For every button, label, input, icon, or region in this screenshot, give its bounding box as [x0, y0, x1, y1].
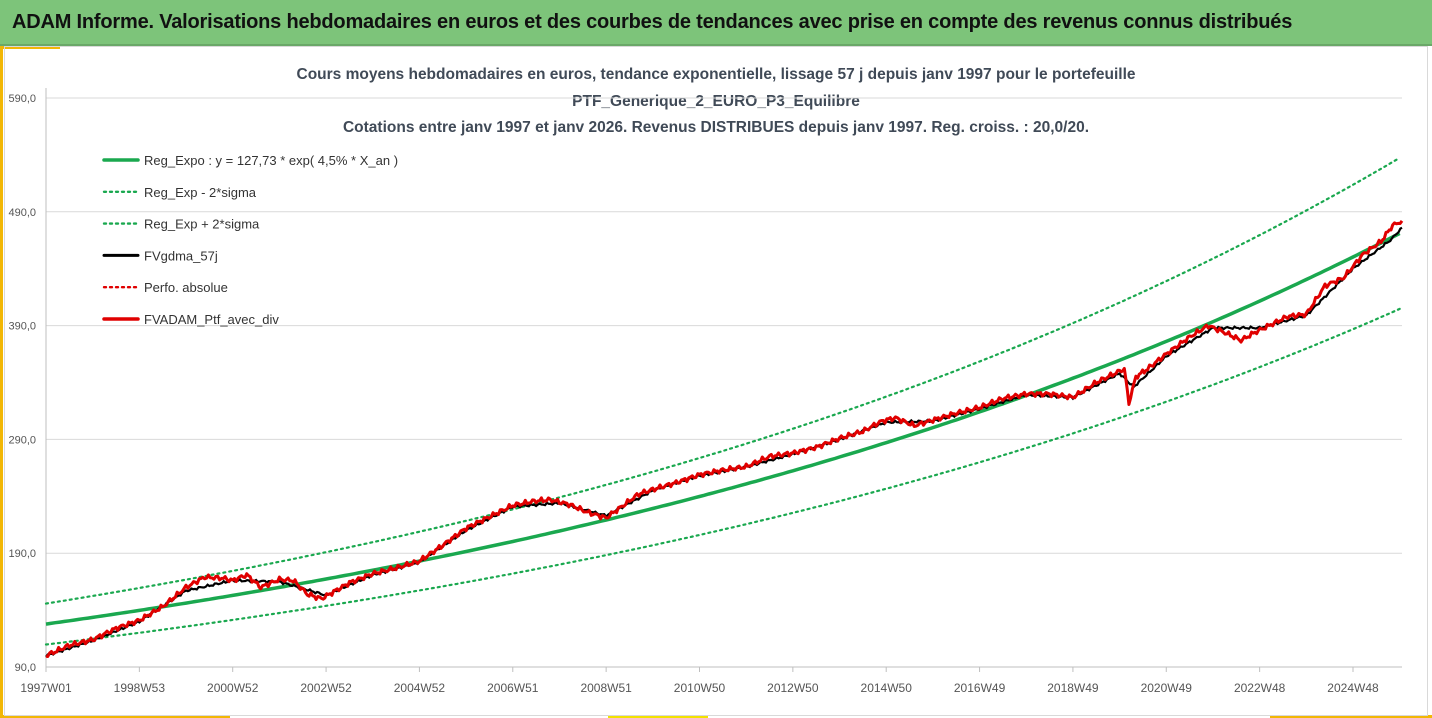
chart-title-line-2: PTF_Generique_2_EURO_P3_Equilibre [572, 93, 860, 110]
header-title: ADAM Informe. Valorisations hebdomadaire… [12, 11, 1293, 33]
y-tick-label: 290,0 [8, 434, 36, 446]
x-tick-label: 2014W50 [861, 681, 913, 695]
reg-lower-band-line [44, 307, 1401, 646]
legend-label: Reg_Exp + 2*sigma [144, 217, 260, 232]
legend-label: Reg_Expo : y = 127,73 * exp( 4,5% * X_an… [144, 153, 398, 168]
x-tick-label: 2020W49 [1141, 681, 1193, 695]
gold-accent-bottom-mid [608, 715, 708, 718]
y-tick-label: 490,0 [8, 207, 36, 219]
chart-frame [4, 46, 1428, 716]
x-tick-label: 2018W49 [1047, 681, 1099, 695]
x-tick-label: 2012W50 [767, 681, 819, 695]
chart-title-line-3: Cotations entre janv 1997 et janv 2026. … [342, 119, 1090, 136]
x-tick-label: 2022W48 [1234, 681, 1286, 695]
x-tick-label: 2008W51 [580, 681, 632, 695]
legend-label: Reg_Exp - 2*sigma [144, 185, 257, 200]
x-tick-label: 1997W01 [20, 681, 72, 695]
x-tick-label: 2016W49 [954, 681, 1006, 695]
x-tick-label: 1998W53 [114, 681, 166, 695]
y-tick-label: 190,0 [8, 548, 36, 560]
legend-label: FVgdma_57j [144, 248, 218, 263]
gold-accent-bottom-left [0, 715, 230, 718]
x-tick-label: 2002W52 [300, 681, 352, 695]
gold-accent-left [0, 46, 3, 718]
chart-title-line-1: Cours moyens hebdomadaires en euros, ten… [296, 66, 1136, 83]
y-tick-label: 390,0 [8, 321, 36, 333]
legend-label: Perfo. absolue [144, 280, 228, 295]
gold-accent-top [0, 46, 60, 49]
x-tick-label: 2010W50 [674, 681, 726, 695]
gold-accent-bottom-right [1270, 715, 1432, 718]
reg-expo-line [45, 231, 1401, 626]
x-tick-label: 2000W52 [207, 681, 259, 695]
y-tick-label: 90,0 [15, 662, 36, 674]
x-tick-label: 2006W51 [487, 681, 539, 695]
x-tick-label: 2004W52 [394, 681, 446, 695]
reg-upper-band-line [44, 156, 1401, 605]
fvadam-ptf-line [45, 220, 1404, 658]
legend-label: FVADAM_Ptf_avec_div [144, 312, 279, 327]
header-bar: ADAM Informe. Valorisations hebdomadaire… [0, 0, 1432, 46]
x-tick-label: 2024W48 [1327, 681, 1379, 695]
y-tick-label: 590,0 [8, 93, 36, 105]
